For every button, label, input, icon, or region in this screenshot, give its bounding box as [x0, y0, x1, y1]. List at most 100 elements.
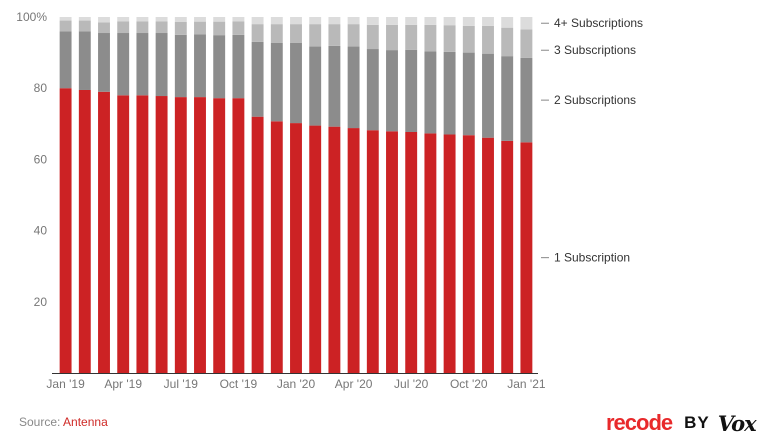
bar-stack — [117, 17, 130, 373]
bar-segment — [59, 88, 72, 373]
bar-segment — [328, 126, 341, 374]
bar-segment — [78, 17, 91, 21]
bar-segment — [347, 46, 360, 129]
bar-segment — [443, 134, 456, 373]
bar-segment — [59, 17, 72, 21]
x-tick-label: Jan '20 — [277, 377, 316, 391]
bar-segment — [328, 17, 341, 25]
bar-segment — [117, 21, 130, 34]
bar-segment — [366, 17, 379, 25]
bar-segment — [98, 22, 110, 34]
y-tick-label: 40 — [34, 224, 48, 238]
series-label: 2 Subscriptions — [554, 93, 636, 107]
bar-stack — [501, 17, 514, 373]
bar-segment — [366, 130, 379, 373]
bar-stack — [366, 17, 379, 373]
bar-segment — [482, 25, 494, 54]
y-tick-label: 80 — [34, 81, 48, 95]
bar-segment — [194, 97, 206, 373]
bar-segment — [270, 24, 283, 43]
bar-segment — [155, 17, 168, 22]
bar-stack — [443, 17, 456, 373]
bar-stack — [347, 17, 360, 373]
bar-segment — [213, 21, 226, 36]
bar-segment — [501, 56, 514, 141]
bar-stack — [174, 17, 187, 373]
bar-stack — [290, 17, 302, 373]
stacked-bar-chart: 20 40 60 80 100% Jan '19 Apr '19 Jul '19 Oct '1… — [16, 10, 643, 391]
bar-segment — [194, 21, 206, 35]
series-label: 4+ Subscriptions — [554, 16, 643, 30]
y-tick-label: 100% — [16, 10, 47, 24]
bar-segment — [443, 17, 456, 26]
bar-segment — [251, 116, 264, 374]
bar-stack — [232, 17, 245, 374]
bar-segment — [98, 17, 110, 23]
x-tick-label: Jan '19 — [46, 377, 85, 391]
bar-segment — [328, 45, 341, 127]
bar-stack — [309, 17, 322, 373]
bar-segment — [98, 91, 110, 373]
series-labels: 1 Subscription 2 Subscriptions 3 Subscript… — [541, 16, 643, 265]
bar-segment — [386, 17, 398, 25]
bar-stacks — [59, 17, 533, 374]
bar-stack — [155, 17, 168, 373]
bar-segment — [290, 24, 302, 43]
source-name: Antenna — [63, 415, 108, 429]
bar-segment — [232, 17, 245, 22]
series-label: 3 Subscriptions — [554, 43, 636, 57]
x-tick-label: Jul '19 — [164, 377, 199, 391]
bar-segment — [59, 20, 72, 32]
bar-segment — [213, 17, 226, 22]
bar-segment — [366, 24, 379, 50]
bar-segment — [405, 24, 418, 50]
bar-segment — [462, 52, 475, 136]
bar-segment — [520, 142, 533, 373]
bar-segment — [136, 21, 149, 34]
bar-segment — [251, 17, 264, 25]
bar-segment — [270, 121, 283, 373]
recode-logo: recode — [606, 410, 673, 435]
y-tick-label: 20 — [34, 295, 48, 309]
bar-segment — [386, 24, 398, 51]
bar-segment — [155, 21, 168, 34]
bar-segment — [482, 137, 494, 373]
bar-segment — [309, 24, 322, 47]
bar-segment — [405, 17, 418, 25]
bar-stack — [462, 17, 475, 373]
source-prefix: Source: — [19, 415, 64, 429]
x-axis-labels: Jan '19 Apr '19 Jul '19 Oct '19 Jan '20 Apr '… — [46, 377, 545, 391]
bar-stack — [136, 17, 149, 373]
bar-segment — [386, 131, 398, 373]
bar-segment — [462, 25, 475, 53]
bar-segment — [270, 17, 283, 25]
bar-segment — [424, 17, 437, 25]
bar-stack — [194, 17, 206, 373]
bar-segment — [251, 41, 264, 117]
bar-segment — [78, 31, 91, 90]
bar-segment — [136, 33, 149, 96]
source-note: Source: Antenna — [19, 415, 108, 429]
bar-segment — [117, 17, 130, 22]
bar-segment — [251, 24, 264, 42]
bar-segment — [405, 131, 418, 373]
bar-segment — [520, 29, 533, 58]
bar-stack — [520, 17, 533, 373]
x-tick-label: Jul '20 — [394, 377, 429, 391]
bar-segment — [136, 17, 149, 22]
bar-stack — [328, 17, 341, 374]
bar-segment — [290, 17, 302, 25]
bar-segment — [501, 27, 514, 57]
bar-segment — [136, 95, 149, 373]
bar-stack — [424, 17, 437, 373]
bar-stack — [78, 17, 91, 373]
bar-segment — [213, 98, 226, 374]
bar-segment — [482, 53, 494, 138]
bar-segment — [328, 24, 341, 46]
bar-segment — [174, 34, 187, 98]
bar-segment — [270, 42, 283, 122]
series-label: 1 Subscription — [554, 251, 630, 265]
bar-segment — [98, 33, 110, 92]
x-tick-label: Oct '19 — [220, 377, 258, 391]
bar-segment — [347, 128, 360, 373]
